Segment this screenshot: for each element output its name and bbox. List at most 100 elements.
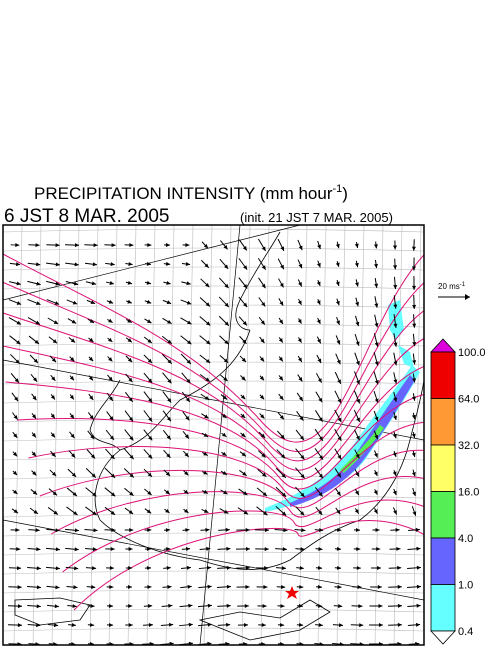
- grid-line: [32, 225, 42, 645]
- wind-arrow-head: [13, 509, 18, 514]
- wind-arrow-head: [205, 358, 211, 364]
- wind-arrow-head: [167, 319, 172, 324]
- map-area: [3, 225, 424, 645]
- wind-arrow-head: [317, 565, 323, 570]
- wind-arrow-head: [278, 338, 283, 343]
- wind-arrow-head: [317, 358, 322, 364]
- wind-arrow-head: [245, 584, 250, 589]
- wind-arrow-head: [243, 641, 248, 645]
- wind-arrow-head: [337, 398, 342, 404]
- wind-arrow-head: [146, 566, 152, 571]
- wind-arrow-head: [373, 509, 378, 514]
- wind-arrow-head: [110, 492, 116, 497]
- wind-arrow-head: [50, 433, 55, 438]
- wind-arrow-head: [264, 528, 269, 533]
- wind-arrow-head: [92, 492, 97, 497]
- wind-arrow-head: [16, 301, 22, 305]
- wind-arrow-head: [51, 471, 57, 477]
- wind-arrow-head: [356, 398, 360, 404]
- wind-arrow-head: [15, 243, 20, 248]
- wind-arrow-head: [316, 262, 321, 268]
- wind-arrow-head: [36, 262, 41, 267]
- wind-arrow-head: [111, 528, 116, 533]
- precip-cyan: [265, 365, 420, 512]
- wind-arrow-head: [354, 509, 359, 514]
- wind-arrow-head: [415, 527, 420, 532]
- wind-arrow-head: [55, 281, 60, 286]
- wind-arrow-head: [108, 396, 113, 401]
- wind-arrow-head: [129, 527, 134, 532]
- wind-arrow-head: [299, 584, 304, 589]
- wind-arrow-head: [378, 604, 383, 609]
- wind-arrow-head: [354, 262, 359, 268]
- grid-line: [51, 225, 61, 645]
- wind-arrow-head: [412, 360, 417, 365]
- wind-arrow-head: [335, 243, 340, 249]
- grid-line: [3, 418, 424, 423]
- grid-line: [241, 225, 251, 645]
- grid-line: [184, 225, 194, 645]
- wind-arrow-head: [416, 584, 421, 589]
- wind-arrow-head: [206, 546, 211, 551]
- wind-arrow-head: [55, 585, 60, 590]
- wind-arrow-head: [128, 416, 133, 422]
- wind-arrow-head: [17, 623, 22, 628]
- wind-arrow-head: [146, 261, 152, 266]
- grid-line: [355, 225, 365, 645]
- wind-arrow-head: [264, 566, 269, 571]
- wind-arrow-head: [243, 510, 249, 515]
- wind-arrow-head: [222, 395, 228, 400]
- wind-arrow-head: [337, 584, 342, 589]
- wind-arrow-head: [261, 283, 266, 289]
- colorbar-label: 64.0: [458, 394, 479, 406]
- wind-arrow-head: [109, 565, 114, 570]
- wind-arrow-head: [32, 414, 37, 419]
- wind-arrow-head: [203, 451, 208, 456]
- wind-arrow-head: [71, 623, 76, 627]
- wind-arrow-head: [262, 491, 268, 497]
- wind-arrow-head: [297, 338, 302, 343]
- wind-arrow-head: [318, 492, 323, 497]
- wind-arrow-head: [337, 454, 342, 460]
- wind-arrow-head: [148, 435, 153, 441]
- vector-key-head: [465, 294, 470, 300]
- wind-arrow-head: [203, 433, 209, 437]
- wind-arrow-head: [110, 547, 115, 552]
- wind-arrow-head: [336, 320, 340, 325]
- wind-arrow-head: [92, 547, 97, 552]
- wind-arrow-head: [127, 338, 132, 343]
- wind-arrow-head: [127, 299, 132, 304]
- wind-arrow-head: [109, 281, 114, 285]
- wind-arrow-head: [188, 622, 193, 627]
- wind-arrow-head: [224, 321, 229, 326]
- wind-arrow-head: [127, 585, 133, 590]
- wind-arrow-head: [108, 603, 114, 608]
- colorbar-segment: [430, 398, 456, 446]
- wind-arrow-head: [412, 378, 417, 383]
- colorbar-label: 16.0: [458, 487, 479, 499]
- map-frame: [2, 224, 425, 646]
- wind-arrow-head: [358, 604, 363, 609]
- wind-arrow-head: [241, 357, 246, 363]
- wind-arrow-head: [72, 300, 78, 305]
- wind-arrow-head: [52, 491, 58, 496]
- meridian: [199, 225, 241, 645]
- wind-arrow-head: [110, 262, 115, 267]
- wind-arrow-head: [205, 321, 211, 326]
- wind-arrow-head: [299, 435, 304, 441]
- wind-arrow-head: [188, 603, 193, 608]
- wind-arrow-head: [69, 375, 74, 381]
- wind-arrow-head: [108, 357, 113, 362]
- wind-arrow-head: [393, 361, 398, 366]
- wind-arrow-head: [50, 395, 55, 400]
- wind-arrow-head: [298, 622, 304, 627]
- wind-arrow-head: [224, 302, 229, 308]
- wind-arrow-head: [35, 243, 40, 248]
- wind-arrow-head: [166, 280, 171, 285]
- wind-arrow-head: [206, 340, 211, 345]
- colorbar-segment: [430, 584, 456, 632]
- grid-line: [3, 266, 424, 271]
- wind-arrow-head: [32, 490, 38, 495]
- isobar: [3, 253, 424, 443]
